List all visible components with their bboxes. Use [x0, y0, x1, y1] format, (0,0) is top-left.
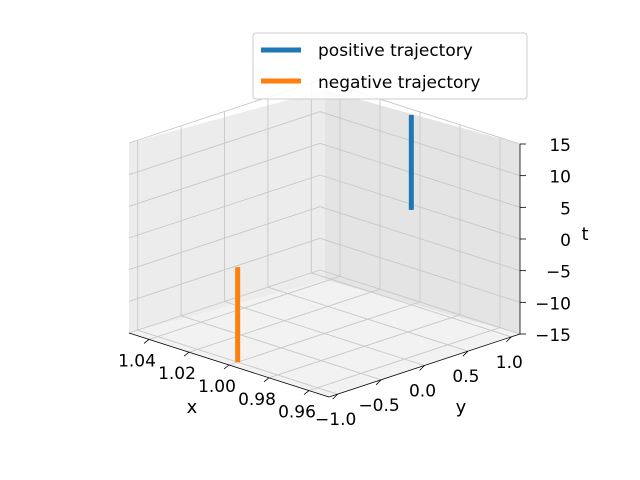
y-tick-mark — [506, 336, 512, 343]
x-tick-label: 0.98 — [238, 390, 276, 410]
z-tick-label: −5 — [546, 263, 571, 283]
z-tick-label: −10 — [535, 294, 571, 314]
y-tick-label: 1.0 — [496, 353, 523, 373]
y-tick-label: 0.5 — [452, 367, 479, 387]
z-tick-label: 10 — [549, 168, 571, 188]
x-tick-mark — [183, 351, 190, 357]
x-tick-mark — [223, 364, 230, 370]
tick-labels: 0.960.981.001.021.04 −1.0−0.5 0.0 0.5 1.0 15 1… — [118, 136, 571, 430]
z-axis-label: t — [581, 224, 588, 245]
grid-line-z-left-wall — [128, 142, 321, 207]
z-tick-label: 5 — [560, 199, 571, 219]
grid-line-z-right-wall — [319, 269, 521, 335]
grid-line-y-floor — [180, 315, 382, 381]
y-axis-label: y — [456, 397, 467, 418]
x-tick-label: 1.00 — [198, 377, 236, 397]
back-right-pane — [325, 90, 520, 334]
x-tick-mark — [263, 377, 270, 383]
y-tick-mark — [462, 350, 469, 357]
y-tick-mark — [332, 393, 338, 400]
y-tick-mark — [375, 379, 382, 386]
x-tick-label: 1.02 — [158, 364, 196, 384]
z-tick-label: 0 — [560, 231, 571, 251]
grid-line-z-right-wall — [319, 142, 521, 208]
grid-line-z-left-wall — [128, 237, 321, 302]
legend-frame — [252, 32, 528, 100]
z-tick-label: 15 — [549, 136, 571, 156]
y-tick-label: −0.5 — [358, 396, 399, 416]
floor-pane — [129, 280, 520, 397]
series-lines — [235, 114, 414, 363]
x-axis-label: x — [187, 397, 198, 418]
y-tick-label: 0.0 — [409, 382, 436, 402]
grid-line-z-left-wall — [128, 111, 321, 176]
grid-line-y-floor — [267, 286, 469, 352]
grid-line-z-left-wall — [128, 206, 321, 271]
x-tick-label: 0.96 — [278, 403, 316, 423]
axis-panes — [129, 90, 520, 397]
x-tick-mark — [303, 390, 310, 395]
grid-line-y-floor — [224, 301, 425, 366]
grid-line-z-right-wall — [319, 206, 521, 272]
grid-lines — [128, 79, 521, 395]
grid-line-z-left-wall — [128, 174, 321, 239]
grid-line-z-right-wall — [319, 111, 521, 177]
legend-label-positive: positive trajectory — [318, 41, 473, 61]
legend-label-negative: negative trajectory — [318, 73, 480, 93]
back-left-pane — [129, 90, 325, 333]
z-tick-label: −15 — [535, 326, 571, 346]
axis-lines — [128, 143, 526, 400]
legend: positive trajectory negative trajectory — [252, 32, 528, 100]
y-tick-label: −1.0 — [315, 410, 356, 430]
grid-line-z-right-wall — [319, 237, 521, 303]
x-tick-label: 1.04 — [118, 351, 156, 371]
grid-line-z-left-wall — [128, 269, 321, 334]
x-tick-mark — [143, 339, 150, 344]
y-tick-mark — [419, 365, 425, 371]
grid-line-z-right-wall — [319, 174, 521, 240]
grid-line-y-floor — [311, 272, 512, 338]
